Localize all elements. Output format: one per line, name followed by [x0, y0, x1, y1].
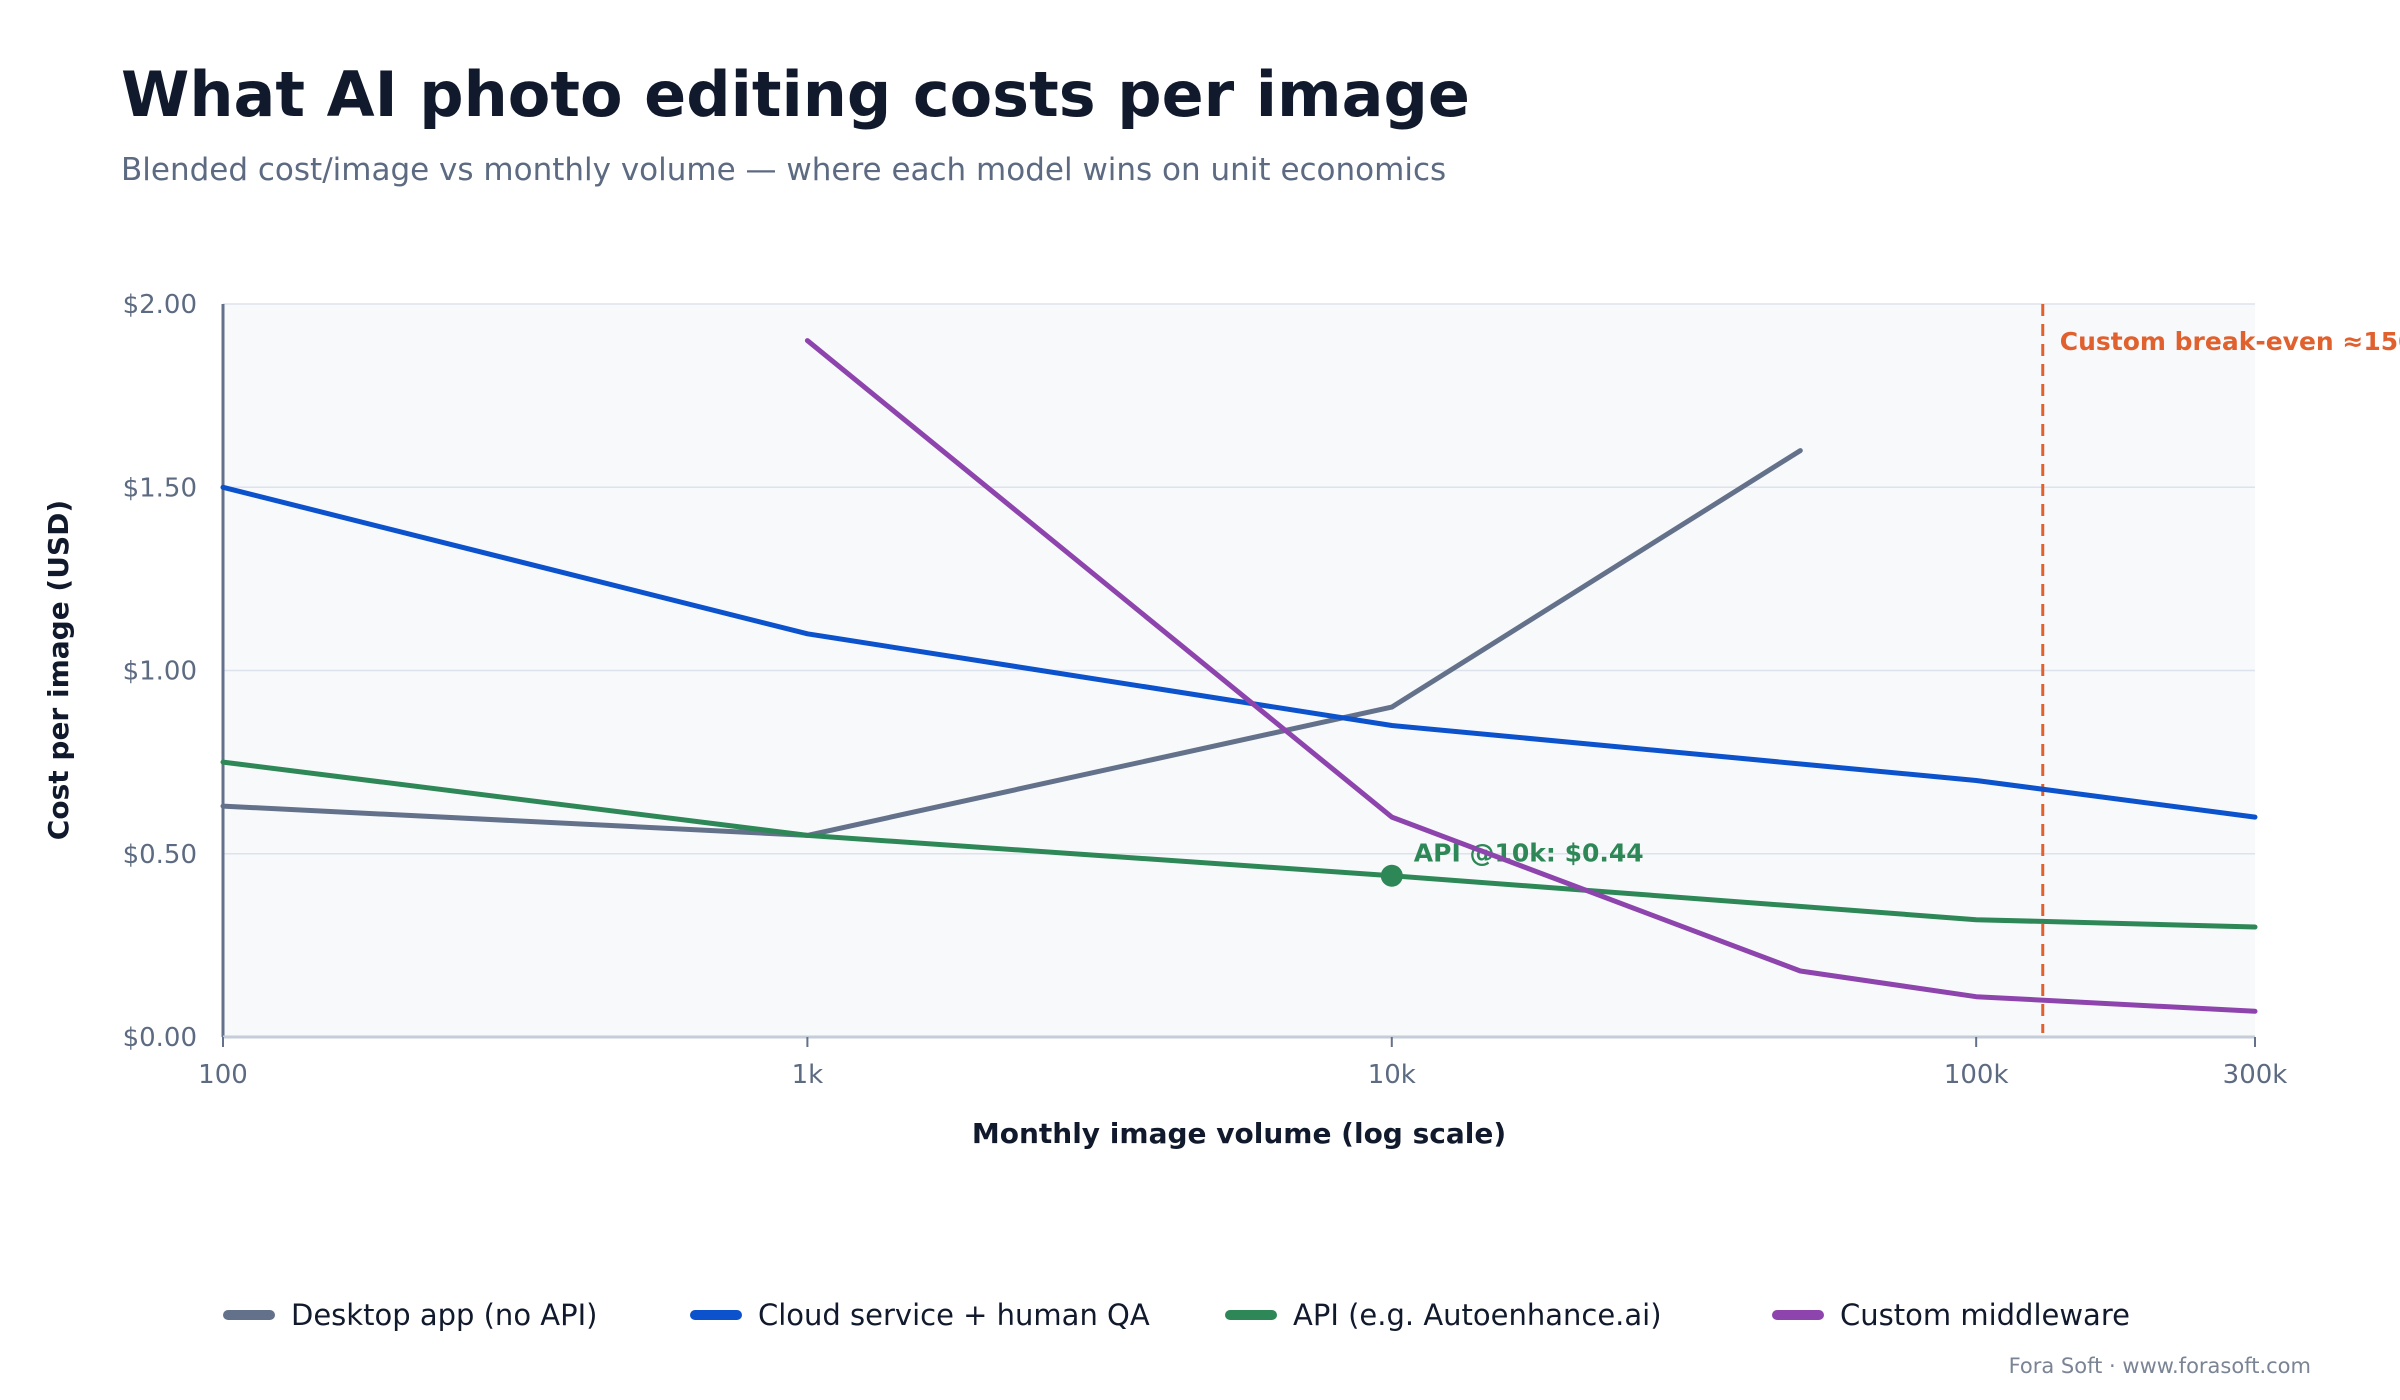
legend-item: Cloud service + human QA — [690, 1290, 1150, 1340]
y-tick-label: $1.00 — [123, 657, 197, 687]
legend-swatch — [1225, 1310, 1277, 1320]
x-tick-label: 100 — [198, 1060, 248, 1090]
axes — [221, 304, 2256, 1047]
series-line-2 — [220, 484, 2258, 820]
y-tick-label: $0.00 — [123, 1023, 197, 1053]
legend-label: Desktop app (no API) — [291, 1298, 598, 1332]
legend-swatch — [690, 1310, 742, 1320]
api-10k-label: API @10k: $0.44 — [1414, 839, 1644, 868]
series-line-4 — [804, 338, 2258, 1014]
x-tick-label: 1k — [792, 1060, 824, 1090]
y-tick-label: $0.50 — [123, 840, 197, 870]
chart-title: What AI photo editing costs per image — [121, 58, 1470, 131]
footer-credit: Fora Soft · www.forasoft.com — [2008, 1354, 2311, 1378]
break-even-label: Custom break-even ≈150k/mo — [2060, 327, 2400, 356]
x-tick-label: 100k — [1944, 1060, 2009, 1090]
chart-subtitle: Blended cost/image vs monthly volume — w… — [121, 152, 1447, 188]
legend-label: API (e.g. Autoenhance.ai) — [1293, 1298, 1662, 1332]
legend-item: Desktop app (no API) — [223, 1290, 597, 1340]
annotations: Custom break-even ≈150k/mo API @10k: $0.4… — [1380, 304, 2400, 1033]
y-tick-label: $1.50 — [123, 473, 197, 503]
x-tick-label: 10k — [1368, 1060, 1416, 1090]
axis-labels: $0.00 $0.50 $1.00 $1.50 $2.00 100 1k 10k 100k 300… — [42, 290, 2287, 1150]
x-axis-title: Monthly image volume (log scale) — [972, 1117, 1506, 1150]
legend-swatch — [223, 1310, 275, 1320]
y-tick-label: $2.00 — [123, 290, 197, 320]
x-tick-label: 300k — [2223, 1060, 2288, 1090]
series-lines — [220, 338, 2258, 1014]
legend-label: Custom middleware — [1840, 1298, 2130, 1332]
legend-label: Cloud service + human QA — [758, 1298, 1150, 1332]
legend-swatch — [1772, 1310, 1824, 1320]
series-line-3 — [220, 759, 2258, 930]
series-line-1 — [220, 448, 1803, 838]
y-axis-title: Cost per image (USD) — [42, 500, 75, 840]
legend-item: API (e.g. Autoenhance.ai) — [1225, 1290, 1662, 1340]
legend-item: Custom middleware — [1772, 1290, 2130, 1340]
